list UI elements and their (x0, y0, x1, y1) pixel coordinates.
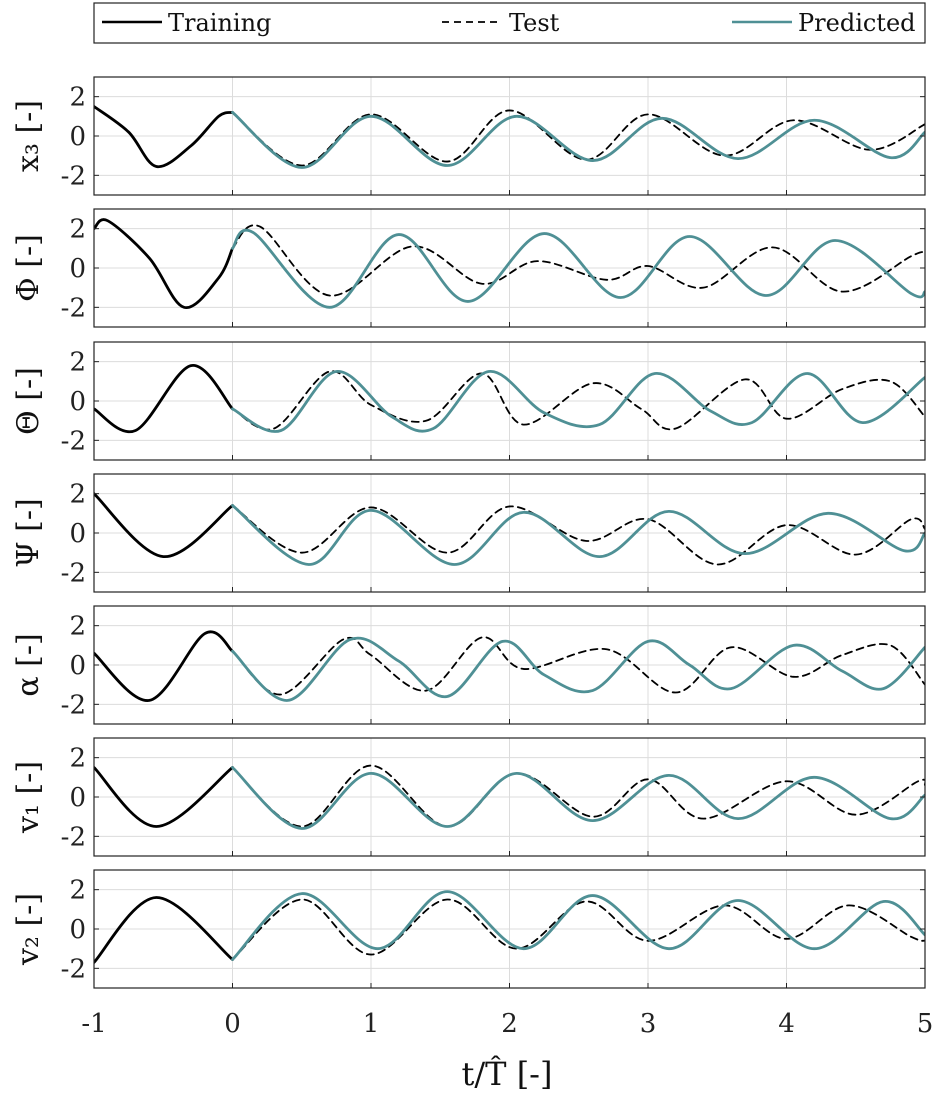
series-test-Phi (231, 224, 925, 297)
x-tick-label: 5 (917, 1009, 934, 1039)
panels: -2 0 2 x₃ [-] -2 0 2 Φ [-] -2 0 2 Θ [-] -2 0 2 Ψ [-] -2 0… (11, 76, 926, 989)
series-training-v2 (94, 896, 234, 964)
y-tick-label: 0 (69, 387, 86, 417)
y-tick-label: -2 (61, 558, 86, 588)
y-tick-label: -2 (61, 822, 86, 852)
y-tick-label: 0 (69, 519, 86, 549)
series-training-Theta (94, 364, 234, 434)
y-axis-label-Psi: Ψ [-] (11, 498, 46, 567)
panel-Phi: -2 0 2 Φ [-] (11, 208, 926, 328)
y-tick-label: 2 (69, 480, 86, 510)
y-axis-label-v2: v₂ [-] (11, 893, 46, 966)
series-test-Theta (231, 370, 925, 431)
series-test-Psi (231, 504, 925, 566)
y-tick-label: 2 (69, 612, 86, 642)
y-tick-label: 2 (69, 348, 86, 378)
x-tick-label: 2 (501, 1009, 518, 1039)
series-test-v1 (231, 764, 925, 828)
x-tick-label: 4 (778, 1009, 795, 1039)
x-tick-label: 1 (363, 1009, 380, 1039)
y-tick-label: 2 (69, 744, 86, 774)
y-tick-label: 2 (69, 83, 86, 113)
y-tick-label: 0 (69, 915, 86, 945)
series-training-x3 (94, 105, 234, 168)
panel-Psi: -2 0 2 Ψ [-] (11, 473, 926, 593)
legend-label-predicted: Predicted (798, 9, 916, 37)
y-axis-label-v1: v₁ [-] (11, 761, 46, 834)
series-training-v1 (94, 766, 234, 828)
series-predicted-v1 (231, 766, 925, 830)
legend: Training Test Predicted (93, 2, 926, 44)
panel-Theta: -2 0 2 Θ [-] (11, 341, 926, 461)
series-training-Phi (94, 218, 234, 309)
y-axis-label-alpha: α [-] (11, 633, 46, 696)
series-predicted-Psi (231, 504, 925, 566)
panel-v1: -2 0 2 v₁ [-] (11, 737, 926, 857)
panel-alpha: -2 0 2 α [-] (11, 605, 926, 725)
y-tick-label: -2 (61, 690, 86, 720)
y-axis-label-Phi: Φ [-] (11, 234, 46, 302)
y-tick-label: 2 (69, 215, 86, 245)
y-tick-label: -2 (61, 293, 86, 323)
x-axis-label: t/T̂ [-] (462, 1055, 553, 1093)
series-predicted-alpha (231, 636, 925, 702)
y-tick-label: 0 (69, 651, 86, 681)
y-axis-label-Theta: Θ [-] (11, 367, 46, 435)
x-tick-label: 0 (224, 1009, 241, 1039)
series-training-Psi (94, 492, 234, 559)
series-training-alpha (94, 630, 234, 702)
y-tick-label: 0 (69, 254, 86, 284)
y-tick-label: 0 (69, 783, 86, 813)
panel-v2: -2 0 2 v₂ [-] (11, 869, 926, 989)
series-predicted-x3 (231, 111, 925, 169)
x-axis: -1 0 1 2 3 4 5 (81, 1009, 933, 1039)
y-axis-label-x3: x₃ [-] (11, 100, 46, 172)
series-test-v2 (231, 898, 925, 961)
y-tick-label: -2 (61, 954, 86, 984)
x-tick-label: 3 (640, 1009, 657, 1039)
panel-x3: -2 0 2 x₃ [-] (11, 76, 926, 196)
legend-label-training: Training (168, 9, 271, 37)
x-tick-label: -1 (81, 1009, 106, 1039)
legend-label-test: Test (509, 9, 560, 37)
series-predicted-Theta (231, 370, 925, 433)
series-predicted-Phi (231, 228, 925, 309)
y-tick-label: 2 (69, 876, 86, 906)
y-tick-label: -2 (61, 426, 86, 456)
y-tick-label: 0 (69, 122, 86, 152)
series-predicted-v2 (231, 890, 925, 961)
y-tick-label: -2 (61, 161, 86, 191)
series-test-alpha (231, 636, 925, 696)
